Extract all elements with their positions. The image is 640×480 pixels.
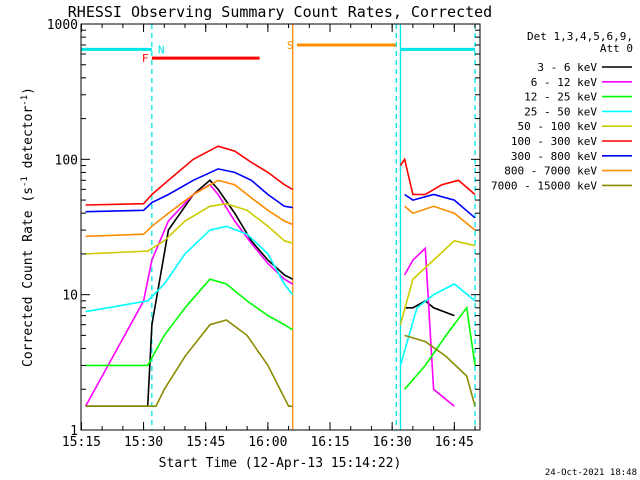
x-tick-label: 16:30: [373, 435, 412, 450]
series-line: [84, 183, 294, 407]
series-lines: [84, 145, 476, 407]
series-line: [403, 305, 476, 390]
y-tick-label: 100: [55, 153, 78, 168]
y-axis-label: Corrected Count Rate (s-1 detector-1): [20, 87, 36, 367]
series-line: [404, 205, 476, 231]
legend-label: 7000 - 15000 keV: [491, 179, 597, 192]
legend-header-line-1: Det 1,3,4,5,6,9,: [527, 30, 633, 43]
series-line: [85, 202, 293, 255]
legend-label: 6 - 12 keV: [531, 76, 598, 89]
axes: 15:15 15:30 15:45 16:00 16:15 16:30 16:45 1 10 10…: [47, 18, 480, 450]
x-tick-label: 15:15: [62, 435, 101, 450]
x-tick-label: 16:45: [435, 435, 474, 450]
x-tick-label: 16:15: [310, 435, 349, 450]
x-tick-label: 16:00: [248, 435, 287, 450]
series-line: [85, 168, 293, 213]
series-line: [85, 179, 294, 407]
legend-label: 25 - 50 keV: [524, 105, 597, 118]
y-tick-label: 10: [62, 289, 78, 304]
marker-label: N: [158, 43, 165, 56]
legend-label: 3 - 6 keV: [537, 61, 597, 74]
y-tick-label: 1: [70, 424, 78, 439]
plot-frame: [80, 23, 481, 431]
series-line: [404, 334, 476, 407]
series-line: [399, 239, 476, 325]
series-line: [85, 278, 294, 367]
series-line: [399, 283, 476, 366]
legend-label: 50 - 100 keV: [518, 120, 598, 133]
series-line: [403, 246, 455, 407]
legend-label: 300 - 800 keV: [511, 150, 597, 163]
series-line: [399, 157, 476, 196]
series-line: [85, 179, 294, 238]
legend-label: 800 - 7000 keV: [504, 165, 597, 178]
x-tick-label: 15:30: [124, 435, 163, 450]
series-line: [404, 193, 476, 219]
footer-date: 24-Oct-2021 18:48: [545, 468, 637, 478]
chart-title: RHESSI Observing Summary Count Rates, Co…: [68, 3, 492, 21]
marker-bars: NF S: [81, 39, 476, 65]
legend-label: 100 - 300 keV: [511, 135, 597, 148]
series-line: [85, 225, 294, 313]
legend-header-line-2: Att 0: [600, 42, 633, 55]
series-line: [85, 145, 294, 206]
marker-label: F: [142, 52, 149, 65]
x-axis-label: Start Time (12-Apr-13 15:14:22): [159, 456, 402, 471]
legend-label: 12 - 25 keV: [524, 91, 597, 104]
marker-label: S: [287, 39, 294, 52]
x-tick-label: 15:45: [186, 435, 225, 450]
series-line: [85, 319, 293, 407]
y-tick-label: 1000: [47, 18, 78, 33]
